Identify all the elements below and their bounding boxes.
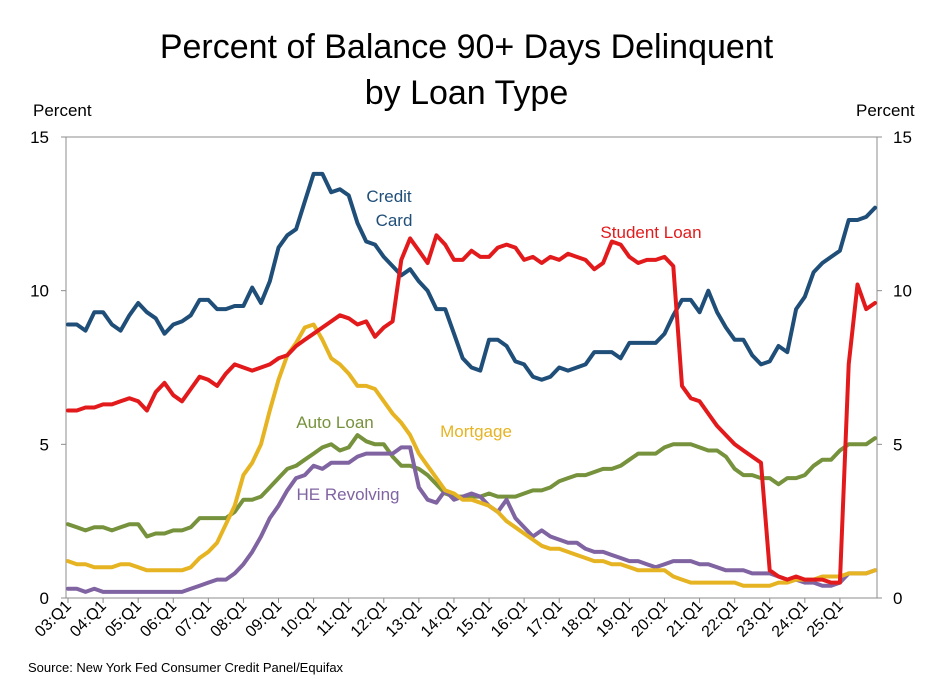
x-tick-label: 10:Q1 <box>278 598 321 641</box>
right-axis-unit-label: Percent <box>856 101 915 120</box>
left-axis-unit-label: Percent <box>33 101 92 120</box>
x-tick-label: 20:Q1 <box>628 598 671 641</box>
x-tick-label: 17:Q1 <box>523 598 566 641</box>
source-note: Source: New York Fed Consumer Credit Pan… <box>28 660 344 675</box>
series-labels: Credit Card Student Loan Mortgage Auto Loan H… <box>296 187 701 504</box>
x-tick-label: 15:Q1 <box>453 598 496 641</box>
left-y-axis: 0 5 10 15 <box>30 128 66 608</box>
x-tick-label: 08:Q1 <box>207 598 250 641</box>
x-tick-label: 25:Q1 <box>804 598 847 641</box>
x-tick-label: 24:Q1 <box>769 598 812 641</box>
x-tick-label: 11:Q1 <box>314 598 356 640</box>
x-tick-label: 23:Q1 <box>734 598 777 641</box>
y-tick-label-right: 5 <box>893 435 902 454</box>
y-tick-label-left: 15 <box>30 128 49 147</box>
series-label-credit-card: Credit <box>366 187 412 206</box>
chart-title-line-2: by Loan Type <box>364 74 569 112</box>
x-tick-label: 18:Q1 <box>558 598 601 641</box>
x-tick-label: 21:Q1 <box>664 598 707 641</box>
series-line-auto-loan <box>66 433 877 539</box>
series-line-credit-card <box>66 171 877 382</box>
y-tick-label-left: 5 <box>40 435 49 454</box>
series-label-auto-loan: Auto Loan <box>296 413 374 432</box>
series-lines <box>66 171 877 594</box>
plot-area-frame <box>65 136 878 599</box>
x-tick-label: 12:Q1 <box>348 598 391 641</box>
series-line-student-loan <box>66 233 877 585</box>
series-line-mortgage <box>66 322 877 588</box>
x-tick-label: 05:Q1 <box>102 598 145 641</box>
x-tick-label: 03:Q1 <box>32 598 75 641</box>
y-tick-label-right: 0 <box>893 589 902 608</box>
x-tick-label: 19:Q1 <box>593 598 636 641</box>
y-tick-label-right: 15 <box>893 128 912 147</box>
y-tick-label-right: 10 <box>893 282 912 301</box>
x-tick-label: 06:Q1 <box>137 598 180 641</box>
x-tick-label: 04:Q1 <box>67 598 110 641</box>
y-tick-label-left: 10 <box>30 282 49 301</box>
chart-title-line-1: Percent of Balance 90+ Days Delinquent <box>159 28 774 66</box>
series-label-mortgage: Mortgage <box>440 422 512 441</box>
x-tick-label: 16:Q1 <box>488 598 531 641</box>
x-tick-label: 09:Q1 <box>243 598 286 641</box>
series-label-student-loan: Student Loan <box>600 223 701 242</box>
x-tick-label: 22:Q1 <box>699 598 742 641</box>
x-axis: 03:Q104:Q105:Q106:Q107:Q108:Q109:Q110:Q1… <box>32 598 847 641</box>
series-label-credit-card: Card <box>376 211 413 230</box>
y-tick-label-left: 0 <box>40 589 49 608</box>
x-tick-label: 07:Q1 <box>172 598 215 641</box>
right-y-axis: 0 5 10 15 <box>877 128 912 608</box>
series-label-he-revolving: HE Revolving <box>297 485 400 504</box>
x-tick-label: 14:Q1 <box>418 598 461 641</box>
x-tick-label: 13:Q1 <box>383 598 426 641</box>
series-line-he-revolving <box>66 445 877 594</box>
